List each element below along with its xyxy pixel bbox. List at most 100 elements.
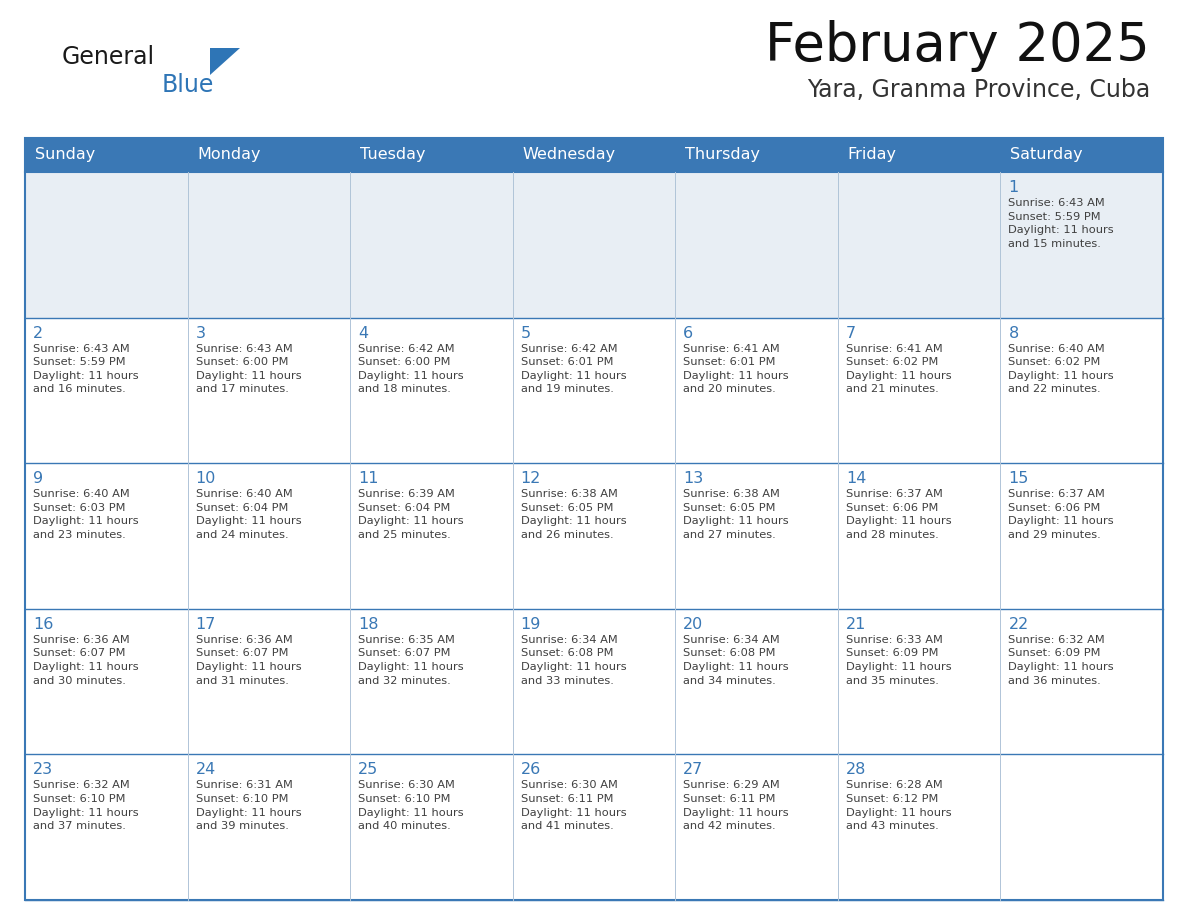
Bar: [513, 318, 675, 464]
Text: Sunrise: 6:34 AM
Sunset: 6:08 PM
Daylight: 11 hours
and 34 minutes.: Sunrise: 6:34 AM Sunset: 6:08 PM Dayligh…: [683, 635, 789, 686]
Bar: [188, 464, 350, 609]
Text: Wednesday: Wednesday: [523, 148, 615, 162]
Text: 16: 16: [33, 617, 53, 632]
Text: Sunrise: 6:41 AM
Sunset: 6:02 PM
Daylight: 11 hours
and 21 minutes.: Sunrise: 6:41 AM Sunset: 6:02 PM Dayligh…: [846, 343, 952, 395]
Text: Saturday: Saturday: [1011, 148, 1083, 162]
Text: Sunrise: 6:41 AM
Sunset: 6:01 PM
Daylight: 11 hours
and 20 minutes.: Sunrise: 6:41 AM Sunset: 6:01 PM Dayligh…: [683, 343, 789, 395]
Text: 8: 8: [1009, 326, 1018, 341]
Text: Sunrise: 6:34 AM
Sunset: 6:08 PM
Daylight: 11 hours
and 33 minutes.: Sunrise: 6:34 AM Sunset: 6:08 PM Dayligh…: [520, 635, 626, 686]
Text: 4: 4: [358, 326, 368, 341]
Text: 7: 7: [846, 326, 857, 341]
Text: Sunrise: 6:42 AM
Sunset: 6:00 PM
Daylight: 11 hours
and 18 minutes.: Sunrise: 6:42 AM Sunset: 6:00 PM Dayligh…: [358, 343, 463, 395]
Text: Tuesday: Tuesday: [360, 148, 425, 162]
Text: Sunrise: 6:31 AM
Sunset: 6:10 PM
Daylight: 11 hours
and 39 minutes.: Sunrise: 6:31 AM Sunset: 6:10 PM Dayligh…: [196, 780, 302, 831]
Text: 20: 20: [683, 617, 703, 632]
Text: 12: 12: [520, 471, 541, 487]
Text: Sunrise: 6:29 AM
Sunset: 6:11 PM
Daylight: 11 hours
and 42 minutes.: Sunrise: 6:29 AM Sunset: 6:11 PM Dayligh…: [683, 780, 789, 831]
Text: Sunrise: 6:43 AM
Sunset: 5:59 PM
Daylight: 11 hours
and 15 minutes.: Sunrise: 6:43 AM Sunset: 5:59 PM Dayligh…: [1009, 198, 1114, 249]
Text: 22: 22: [1009, 617, 1029, 632]
Text: 13: 13: [683, 471, 703, 487]
Text: 5: 5: [520, 326, 531, 341]
Bar: [25, 318, 188, 464]
Text: Sunrise: 6:36 AM
Sunset: 6:07 PM
Daylight: 11 hours
and 30 minutes.: Sunrise: 6:36 AM Sunset: 6:07 PM Dayligh…: [33, 635, 139, 686]
Text: Monday: Monday: [197, 148, 261, 162]
Text: 1: 1: [1009, 180, 1018, 195]
Text: General: General: [62, 45, 156, 69]
Bar: [513, 172, 675, 318]
Text: Thursday: Thursday: [685, 148, 760, 162]
Bar: [513, 609, 675, 755]
Text: 3: 3: [196, 326, 206, 341]
Text: 6: 6: [683, 326, 694, 341]
Text: Sunrise: 6:43 AM
Sunset: 5:59 PM
Daylight: 11 hours
and 16 minutes.: Sunrise: 6:43 AM Sunset: 5:59 PM Dayligh…: [33, 343, 139, 395]
Text: Sunrise: 6:39 AM
Sunset: 6:04 PM
Daylight: 11 hours
and 25 minutes.: Sunrise: 6:39 AM Sunset: 6:04 PM Dayligh…: [358, 489, 463, 540]
Bar: [838, 318, 1000, 464]
Text: 10: 10: [196, 471, 216, 487]
Bar: [1000, 609, 1163, 755]
Bar: [838, 609, 1000, 755]
Bar: [1000, 464, 1163, 609]
Bar: [1000, 172, 1163, 318]
Bar: [188, 755, 350, 900]
Text: 21: 21: [846, 617, 866, 632]
Bar: [675, 755, 838, 900]
Text: 26: 26: [520, 763, 541, 778]
Text: 24: 24: [196, 763, 216, 778]
Bar: [1000, 318, 1163, 464]
Bar: [675, 464, 838, 609]
Bar: [513, 464, 675, 609]
Bar: [350, 318, 513, 464]
Polygon shape: [210, 48, 240, 75]
Text: Sunrise: 6:28 AM
Sunset: 6:12 PM
Daylight: 11 hours
and 43 minutes.: Sunrise: 6:28 AM Sunset: 6:12 PM Dayligh…: [846, 780, 952, 831]
Bar: [838, 464, 1000, 609]
Text: Yara, Granma Province, Cuba: Yara, Granma Province, Cuba: [807, 78, 1150, 102]
Bar: [25, 755, 188, 900]
Text: Sunrise: 6:32 AM
Sunset: 6:09 PM
Daylight: 11 hours
and 36 minutes.: Sunrise: 6:32 AM Sunset: 6:09 PM Dayligh…: [1009, 635, 1114, 686]
Text: Sunday: Sunday: [34, 148, 95, 162]
Bar: [838, 755, 1000, 900]
Text: Sunrise: 6:32 AM
Sunset: 6:10 PM
Daylight: 11 hours
and 37 minutes.: Sunrise: 6:32 AM Sunset: 6:10 PM Dayligh…: [33, 780, 139, 831]
Text: Blue: Blue: [162, 73, 214, 97]
Text: Sunrise: 6:30 AM
Sunset: 6:11 PM
Daylight: 11 hours
and 41 minutes.: Sunrise: 6:30 AM Sunset: 6:11 PM Dayligh…: [520, 780, 626, 831]
Text: Sunrise: 6:35 AM
Sunset: 6:07 PM
Daylight: 11 hours
and 32 minutes.: Sunrise: 6:35 AM Sunset: 6:07 PM Dayligh…: [358, 635, 463, 686]
Text: Sunrise: 6:40 AM
Sunset: 6:03 PM
Daylight: 11 hours
and 23 minutes.: Sunrise: 6:40 AM Sunset: 6:03 PM Dayligh…: [33, 489, 139, 540]
Bar: [675, 318, 838, 464]
Text: Sunrise: 6:33 AM
Sunset: 6:09 PM
Daylight: 11 hours
and 35 minutes.: Sunrise: 6:33 AM Sunset: 6:09 PM Dayligh…: [846, 635, 952, 686]
Bar: [25, 138, 1163, 172]
Text: 17: 17: [196, 617, 216, 632]
Bar: [350, 464, 513, 609]
Bar: [188, 609, 350, 755]
Bar: [1000, 755, 1163, 900]
Text: 23: 23: [33, 763, 53, 778]
Text: 2: 2: [33, 326, 43, 341]
Bar: [350, 609, 513, 755]
Bar: [675, 609, 838, 755]
Bar: [188, 318, 350, 464]
Text: 9: 9: [33, 471, 43, 487]
Text: 15: 15: [1009, 471, 1029, 487]
Text: Sunrise: 6:40 AM
Sunset: 6:02 PM
Daylight: 11 hours
and 22 minutes.: Sunrise: 6:40 AM Sunset: 6:02 PM Dayligh…: [1009, 343, 1114, 395]
Text: 14: 14: [846, 471, 866, 487]
Text: 27: 27: [683, 763, 703, 778]
Text: Sunrise: 6:37 AM
Sunset: 6:06 PM
Daylight: 11 hours
and 28 minutes.: Sunrise: 6:37 AM Sunset: 6:06 PM Dayligh…: [846, 489, 952, 540]
Bar: [350, 172, 513, 318]
Bar: [25, 464, 188, 609]
Text: 18: 18: [358, 617, 379, 632]
Bar: [350, 755, 513, 900]
Text: February 2025: February 2025: [765, 20, 1150, 72]
Bar: [675, 172, 838, 318]
Bar: [25, 172, 188, 318]
Text: Sunrise: 6:38 AM
Sunset: 6:05 PM
Daylight: 11 hours
and 26 minutes.: Sunrise: 6:38 AM Sunset: 6:05 PM Dayligh…: [520, 489, 626, 540]
Text: Sunrise: 6:38 AM
Sunset: 6:05 PM
Daylight: 11 hours
and 27 minutes.: Sunrise: 6:38 AM Sunset: 6:05 PM Dayligh…: [683, 489, 789, 540]
Bar: [25, 609, 188, 755]
Text: Sunrise: 6:40 AM
Sunset: 6:04 PM
Daylight: 11 hours
and 24 minutes.: Sunrise: 6:40 AM Sunset: 6:04 PM Dayligh…: [196, 489, 302, 540]
Text: Sunrise: 6:36 AM
Sunset: 6:07 PM
Daylight: 11 hours
and 31 minutes.: Sunrise: 6:36 AM Sunset: 6:07 PM Dayligh…: [196, 635, 302, 686]
Text: Sunrise: 6:37 AM
Sunset: 6:06 PM
Daylight: 11 hours
and 29 minutes.: Sunrise: 6:37 AM Sunset: 6:06 PM Dayligh…: [1009, 489, 1114, 540]
Bar: [188, 172, 350, 318]
Text: Sunrise: 6:42 AM
Sunset: 6:01 PM
Daylight: 11 hours
and 19 minutes.: Sunrise: 6:42 AM Sunset: 6:01 PM Dayligh…: [520, 343, 626, 395]
Text: Friday: Friday: [848, 148, 897, 162]
Text: Sunrise: 6:43 AM
Sunset: 6:00 PM
Daylight: 11 hours
and 17 minutes.: Sunrise: 6:43 AM Sunset: 6:00 PM Dayligh…: [196, 343, 302, 395]
Bar: [513, 755, 675, 900]
Text: 19: 19: [520, 617, 541, 632]
Text: Sunrise: 6:30 AM
Sunset: 6:10 PM
Daylight: 11 hours
and 40 minutes.: Sunrise: 6:30 AM Sunset: 6:10 PM Dayligh…: [358, 780, 463, 831]
